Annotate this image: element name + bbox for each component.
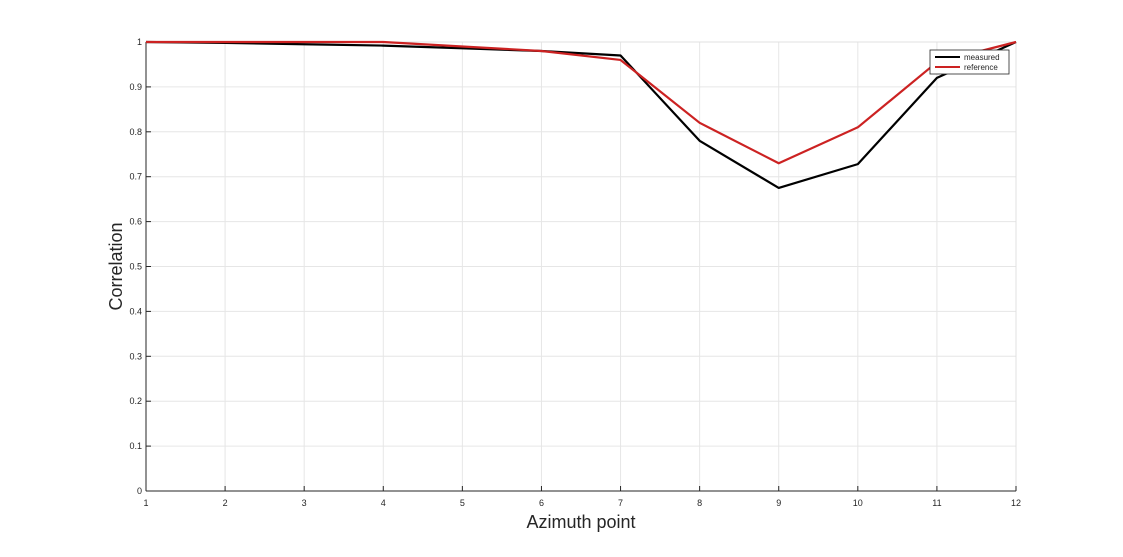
x-tick-label: 7 (618, 498, 623, 508)
x-tick-label: 10 (853, 498, 863, 508)
series-line-reference (146, 40, 1017, 165)
x-tick-label: 2 (223, 498, 228, 508)
y-tick-label: 0.5 (129, 262, 142, 272)
x-tick-label: 5 (460, 498, 465, 508)
legend-label: measured (964, 53, 1000, 62)
x-tick-label: 3 (302, 498, 307, 508)
y-tick-label: 0.3 (129, 351, 142, 361)
legend-box (929, 49, 1010, 75)
x-tick-label: 4 (381, 498, 386, 508)
series-line-measured (145, 40, 1017, 190)
y-tick-label: 0.2 (129, 396, 142, 406)
y-tick-label: 0 (137, 486, 142, 496)
y-tick-label: 0.7 (129, 172, 142, 182)
y-axis-label: Correlation (106, 222, 126, 310)
y-tick-label: 0.6 (129, 217, 142, 227)
y-tick-label: 0.4 (129, 306, 142, 316)
x-tick-label: 6 (539, 498, 544, 508)
grid (145, 41, 1017, 492)
x-tick-label: 8 (697, 498, 702, 508)
y-axis-ticks: 0 0.1 0.2 0.3 0.4 0.5 0.6 0.7 0.8 0.9 1 (129, 37, 151, 496)
x-tick-label: 9 (776, 498, 781, 508)
y-tick-label: 0.1 (129, 441, 142, 451)
x-axis-label: Azimuth point (526, 512, 635, 532)
series-lines (145, 40, 1017, 190)
y-tick-label: 0.8 (129, 127, 142, 137)
y-tick-label: 0.9 (129, 82, 142, 92)
y-tick-label: 1 (137, 37, 142, 47)
legend-label: reference (964, 63, 998, 72)
x-tick-label: 12 (1011, 498, 1021, 508)
x-axis-ticks: 1 2 3 4 5 6 7 8 9 10 11 12 (143, 486, 1021, 508)
x-tick-label: 1 (143, 498, 148, 508)
x-tick-label: 11 (932, 498, 941, 508)
